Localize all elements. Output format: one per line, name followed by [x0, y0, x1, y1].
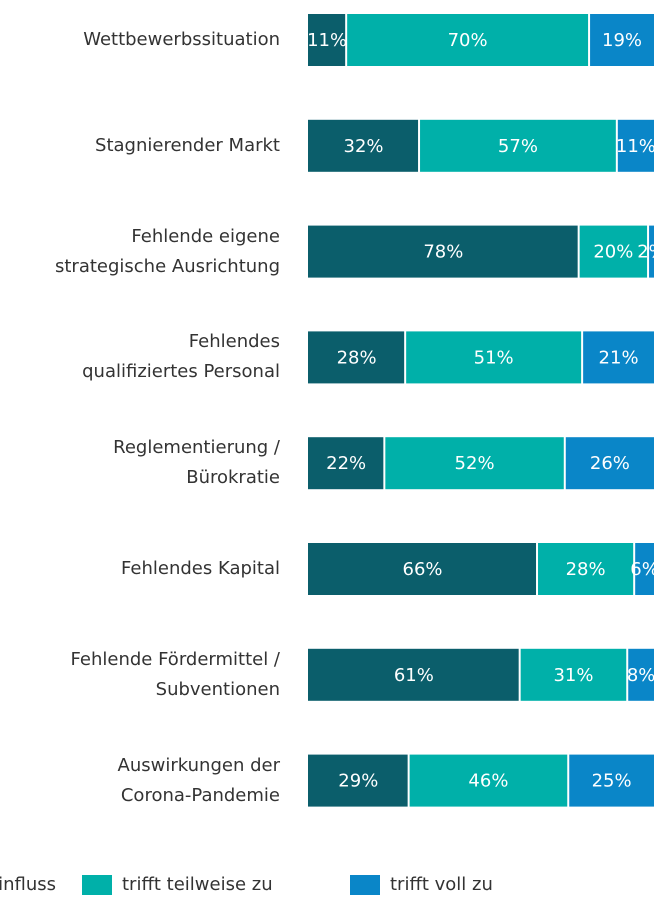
- bar-segment: [565, 437, 654, 490]
- legend-label: trifft voll zu: [390, 874, 493, 895]
- category-label: Wettbewerbssituation: [83, 29, 280, 50]
- bar-segment: [308, 754, 408, 807]
- bar-segment: [583, 331, 654, 384]
- value-label: 6%: [630, 559, 659, 580]
- bar-segment: [308, 648, 519, 701]
- legend-swatch: [82, 875, 112, 895]
- legend-swatch: [350, 875, 380, 895]
- bar-segment: [347, 14, 589, 66]
- bar-segment: [579, 225, 648, 278]
- value-label: 21%: [599, 347, 639, 368]
- category-label: Reglementierung / Bürokratie: [113, 437, 280, 489]
- value-label: 46%: [468, 771, 508, 792]
- value-label: 26%: [590, 453, 630, 474]
- value-label: 20%: [593, 242, 633, 263]
- value-label: 31%: [553, 665, 593, 686]
- bar-segment: [308, 225, 578, 278]
- value-label: 28%: [337, 347, 377, 368]
- bar-segment: [538, 543, 634, 595]
- bar-segment: [617, 119, 654, 172]
- value-label: 22%: [326, 453, 366, 474]
- bar-segment: [308, 543, 537, 595]
- value-label: 61%: [394, 665, 434, 686]
- category-label: Fehlendes Kapital: [121, 558, 280, 579]
- bar-segment: [409, 754, 568, 807]
- value-label: 8%: [627, 665, 656, 686]
- bar-segment: [628, 648, 654, 701]
- bar-segment: [308, 437, 384, 490]
- bar-segment: [308, 331, 405, 384]
- value-label: 25%: [592, 771, 632, 792]
- value-label: 57%: [498, 136, 538, 157]
- value-label: 2%: [637, 242, 666, 263]
- bar-segment: [520, 648, 627, 701]
- value-label: 11%: [307, 30, 347, 51]
- bar-segment: [308, 14, 346, 66]
- category-label: Fehlende Fördermittel / Subventionen: [70, 648, 280, 700]
- value-label: 70%: [448, 30, 488, 51]
- bar-segment: [649, 225, 654, 278]
- value-label: 51%: [474, 347, 514, 368]
- legend-label: kein Einfluss: [0, 874, 56, 895]
- bar-segment: [385, 437, 564, 490]
- value-label: 32%: [344, 136, 384, 157]
- category-label: Auswirkungen der Corona-Pandemie: [117, 754, 280, 806]
- value-label: 52%: [455, 453, 495, 474]
- category-label: Fehlende eigene strategische Ausrichtung: [54, 225, 280, 277]
- bar-segment: [308, 119, 419, 172]
- bar-segment: [406, 331, 582, 384]
- category-label: Fehlendes qualifiziertes Personal: [82, 331, 280, 383]
- bar-segment: [590, 14, 654, 66]
- legend-label: trifft teilweise zu: [122, 874, 273, 895]
- bar-segment: [569, 754, 654, 807]
- value-label: 28%: [566, 559, 606, 580]
- bar-segment: [635, 543, 654, 595]
- value-label: 66%: [403, 559, 443, 580]
- value-label: 19%: [602, 30, 642, 51]
- value-label: 78%: [423, 242, 463, 263]
- category-label: Stagnierender Markt: [95, 134, 280, 156]
- value-label: 11%: [616, 136, 656, 157]
- bar-segment: [420, 119, 616, 172]
- value-label: 29%: [338, 771, 378, 792]
